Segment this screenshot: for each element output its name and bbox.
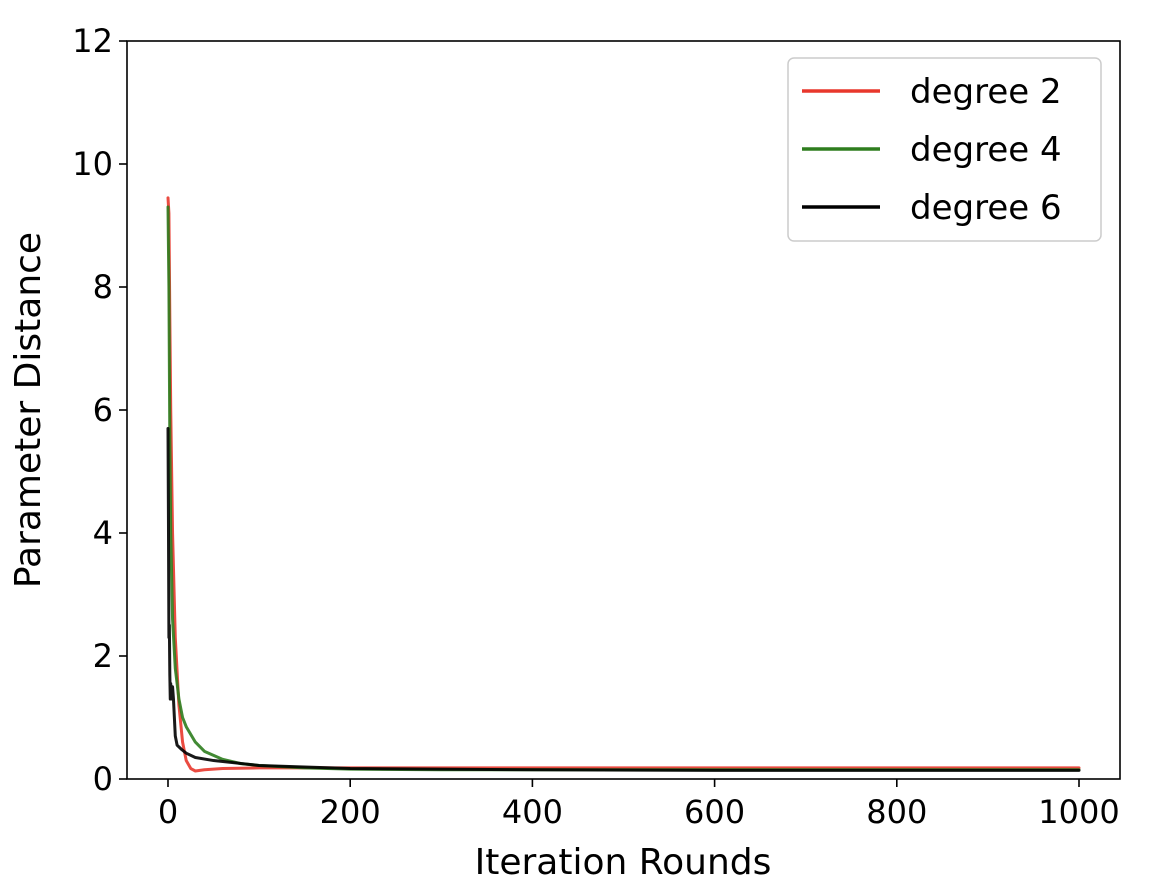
- y-axis: 0 2 4 6 8 10 12: [72, 22, 127, 798]
- y-tick-label: 6: [93, 391, 113, 429]
- y-tick-label: 0: [93, 760, 113, 798]
- legend-label-3: degree 6: [910, 188, 1062, 228]
- legend: degree 2 degree 4 degree 6: [787, 57, 1102, 242]
- x-axis-label: Iteration Rounds: [475, 842, 772, 882]
- x-tick-label: 400: [502, 793, 563, 831]
- x-tick-label: 600: [684, 793, 745, 831]
- x-tick-label: 200: [320, 793, 381, 831]
- series-layer: [166, 196, 1081, 773]
- x-tick-label: 800: [866, 793, 927, 831]
- x-tick-label: 1000: [1038, 793, 1119, 831]
- y-tick-label: 8: [93, 268, 113, 306]
- legend-label-1: degree 2: [910, 72, 1062, 112]
- series-line-3: [166, 426, 1081, 772]
- legend-label-2: degree 4: [910, 130, 1062, 170]
- y-tick-label: 2: [93, 637, 113, 675]
- legend-box: [787, 57, 1102, 242]
- y-tick-label: 4: [93, 514, 113, 552]
- y-tick-label: 10: [72, 145, 113, 183]
- x-axis: 0 200 400 600 800 1000: [158, 779, 1120, 831]
- x-tick-label: 0: [158, 793, 178, 831]
- y-axis-label: Parameter Distance: [8, 232, 49, 588]
- y-tick-label: 12: [72, 22, 113, 60]
